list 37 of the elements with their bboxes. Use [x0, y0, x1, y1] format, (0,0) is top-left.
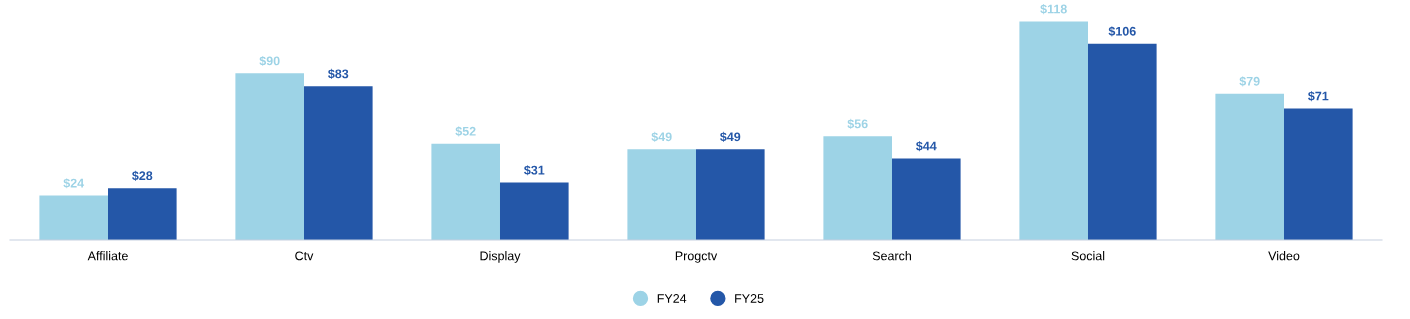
data-label: $49 [720, 131, 741, 143]
bar [1088, 43, 1157, 240]
bar [627, 149, 696, 240]
bar [696, 149, 765, 240]
data-label: $52 [455, 126, 476, 137]
data-label: $49 [651, 131, 672, 143]
bar [108, 188, 177, 240]
data-label: $118 [1040, 4, 1067, 15]
legend-label: FY24 [657, 294, 687, 303]
bar [892, 158, 961, 240]
data-label: $71 [1308, 91, 1329, 102]
data-label: $44 [916, 141, 937, 152]
data-label: $90 [259, 55, 280, 67]
bar [1284, 108, 1353, 240]
x-tick-label: Display [480, 251, 521, 263]
bar [39, 195, 108, 240]
bar [431, 143, 500, 240]
legend-label: FY25 [735, 294, 764, 303]
data-label: $31 [524, 165, 545, 176]
x-tick-label: Social [1071, 251, 1105, 261]
bar [304, 86, 373, 240]
x-tick-label: Ctv [295, 251, 314, 261]
data-label: $79 [1239, 76, 1260, 87]
x-tick-label: Search [872, 251, 911, 261]
bar [1019, 21, 1088, 240]
x-tick-label: Progctv [675, 251, 718, 263]
x-tick-label: Affiliate [87, 251, 128, 261]
data-label: $28 [132, 170, 153, 181]
bar [500, 182, 569, 240]
bar [1215, 93, 1284, 240]
bar [235, 73, 304, 240]
data-label: $83 [328, 68, 349, 80]
bar [823, 136, 892, 240]
data-label: $24 [63, 178, 85, 189]
data-label: $56 [847, 118, 868, 130]
x-tick-label: Video [1268, 251, 1300, 261]
data-label: $106 [1108, 26, 1136, 37]
